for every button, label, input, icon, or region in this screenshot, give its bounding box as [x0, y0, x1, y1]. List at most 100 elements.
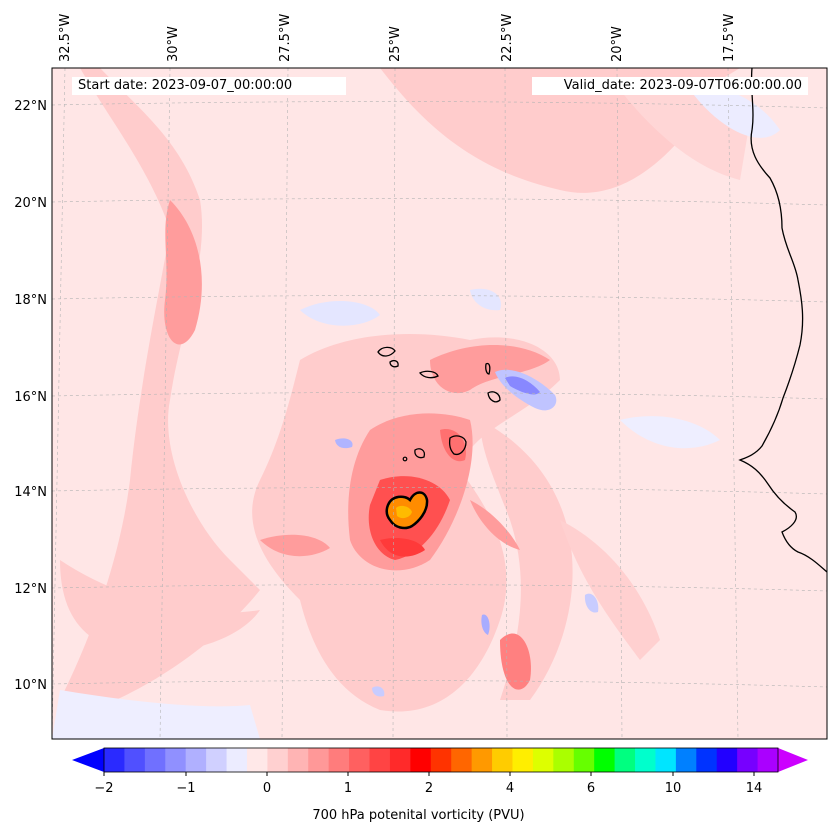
pv-band-west: [60, 68, 260, 710]
pv-patch-southwest: [60, 560, 260, 653]
colorbar-bin: [410, 748, 432, 772]
colorbar-tick-label: 4: [506, 781, 514, 796]
lat-label: 22°N: [14, 99, 47, 114]
colorbar-title: 700 hPa potenital vorticity (PVU): [312, 808, 525, 823]
start-date-label: Start date: 2023-09-07_00:00:00: [78, 78, 293, 93]
colorbar-bin: [226, 748, 248, 772]
colorbar-tick-label: 10: [665, 781, 682, 796]
colorbar-tick-label: 0: [263, 781, 271, 796]
pv-negative-patch-10: [52, 690, 260, 739]
island-santiago: [414, 448, 426, 459]
colorbar-bin: [206, 748, 228, 772]
colorbar-tick-label: −1: [176, 781, 195, 796]
pv-patch-medium-east: [470, 500, 520, 550]
lat-label: 16°N: [14, 390, 47, 405]
island-sal: [485, 362, 491, 375]
colorbar-bin: [185, 748, 207, 772]
colorbar-bin: [594, 748, 616, 772]
pv-negative-patch-3: [470, 288, 501, 311]
colorbar-bin: [512, 748, 534, 772]
colorbar-min-arrow: [72, 748, 104, 772]
colorbar-bin: [328, 748, 350, 772]
latitude-labels: 22°N 20°N 18°N 16°N 14°N 12°N 10°N: [14, 99, 47, 693]
pv-patch-east: [560, 520, 660, 660]
longitude-labels: 32.5°W 30°W 27.5°W 25°W 22.5°W 20°W 17.5…: [58, 14, 737, 62]
island-santo-antao: [377, 346, 396, 357]
colorbar-frame: [103, 747, 779, 773]
colorbar-bin: [532, 748, 554, 772]
island-maio: [448, 435, 467, 456]
colorbar-bin: [655, 748, 677, 772]
start-date-banner: Start date: 2023-09-07_00:00:00: [72, 77, 346, 95]
map-frame: [51, 67, 828, 740]
lon-label: 32.5°W: [58, 14, 73, 62]
colorbar-tick-label: 2: [425, 781, 433, 796]
lon-label: 27.5°W: [278, 14, 293, 62]
pv-band-west-strong: [164, 200, 202, 345]
pv-band-east: [480, 420, 573, 700]
colorbar-bin: [124, 748, 146, 772]
pv-patch-medium-south: [500, 633, 531, 690]
colorbar-bin: [369, 748, 391, 772]
colorbar-bin: [716, 748, 738, 772]
colorbar-max-arrow: [778, 748, 808, 772]
colorbar-tick-label: −2: [94, 781, 113, 796]
pv-negative-core: [505, 376, 540, 395]
pv-negative-patch-5: [584, 593, 599, 613]
colorbar-bin: [287, 748, 309, 772]
colorbar: −2 −1 0 1 2 4 6 10 14: [72, 747, 808, 796]
colorbar-bin: [144, 748, 166, 772]
pv-negative-patch-4: [335, 438, 353, 449]
colorbar-bin: [389, 748, 411, 772]
pv-patch-medium-west: [260, 534, 330, 557]
lat-label: 12°N: [14, 582, 47, 597]
colorbar-bin: [696, 748, 718, 772]
island-boa-vista: [487, 391, 501, 403]
pv-core-darker: [380, 538, 425, 557]
colorbar-tick-label: 14: [746, 781, 763, 796]
colorbar-bin: [165, 748, 187, 772]
pv-negative-patch-1: [300, 300, 380, 326]
valid-date-label: Valid_date: 2023-09-07T06:00:00.00: [563, 78, 802, 93]
pv-negative-patch-6: [481, 614, 490, 635]
colorbar-bin: [757, 748, 779, 772]
colorbar-ticks: [103, 772, 755, 776]
colorbar-bins: [104, 748, 779, 772]
colorbar-bin: [492, 748, 513, 772]
pv-negative-patch-7: [372, 686, 385, 697]
colorbar-bin: [267, 748, 289, 772]
colorbar-tick-label: 1: [344, 781, 352, 796]
colorbar-bin: [737, 748, 759, 772]
colorbar-bin: [614, 748, 636, 772]
valid-date-banner: Valid_date: 2023-09-07T06:00:00.00: [532, 77, 808, 95]
lat-label: 14°N: [14, 485, 47, 500]
lon-label: 30°W: [166, 26, 181, 62]
colorbar-bin: [104, 748, 125, 772]
lat-label: 20°N: [14, 196, 47, 211]
colorbar-bin: [635, 748, 656, 772]
lon-label: 22.5°W: [500, 14, 515, 62]
colorbar-tick-labels: −2 −1 0 1 2 4 6 10 14: [94, 781, 762, 796]
pv-field: [52, 68, 827, 739]
lat-label: 18°N: [14, 293, 47, 308]
colorbar-bin: [246, 748, 268, 772]
island-sao-nicolau: [418, 370, 439, 379]
colorbar-bin: [451, 748, 473, 772]
island-fogo: [402, 456, 408, 462]
colorbar-bin: [675, 748, 697, 772]
lon-label: 17.5°W: [722, 14, 737, 62]
lon-label: 20°W: [610, 26, 625, 62]
colorbar-bin: [553, 748, 575, 772]
graticule: [52, 68, 827, 739]
coastline-africa: [738, 68, 827, 573]
colorbar-bin: [308, 748, 330, 772]
colorbar-bin: [349, 748, 371, 772]
pv-negative-patch-8: [690, 87, 780, 138]
pv-negative-patch-9: [620, 416, 720, 449]
lon-label: 25°W: [388, 26, 403, 62]
colorbar-bin: [471, 748, 493, 772]
colorbar-bin: [430, 748, 452, 772]
island-sao-vicente: [389, 359, 399, 368]
pv-max-center: [396, 505, 412, 519]
